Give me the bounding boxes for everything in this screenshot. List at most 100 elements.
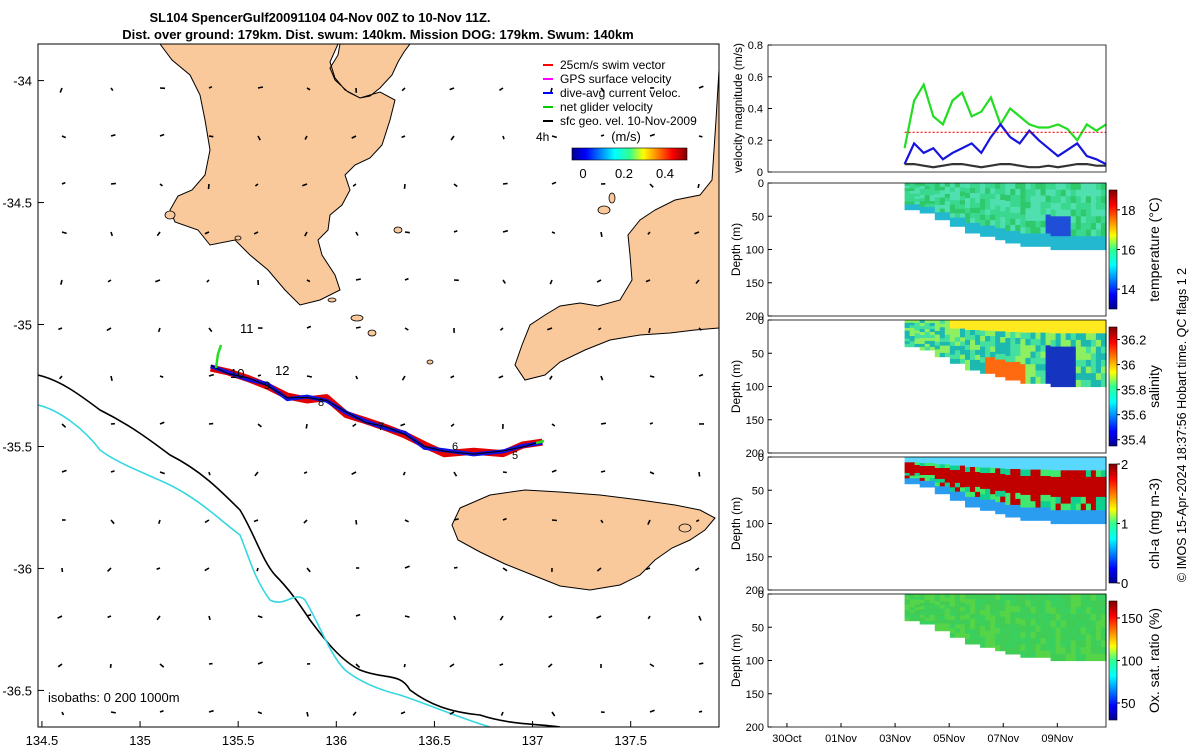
section-cell xyxy=(1101,379,1107,388)
section-cell xyxy=(949,213,956,219)
section-cell xyxy=(1101,647,1107,655)
section-cell xyxy=(1070,379,1077,388)
section-cell xyxy=(1080,222,1087,231)
section-cell xyxy=(975,476,981,483)
vector-arrow xyxy=(257,615,263,619)
section-cell xyxy=(1045,619,1052,627)
section-cell xyxy=(1095,183,1102,191)
section-cell xyxy=(919,477,926,482)
section-cell xyxy=(1095,510,1102,518)
section-cell xyxy=(1010,510,1016,518)
section-cell xyxy=(949,187,956,193)
section-cell xyxy=(1040,482,1047,490)
section-cell xyxy=(1005,349,1011,357)
section-cell xyxy=(1025,339,1031,346)
section-cell xyxy=(1000,320,1006,327)
section-cell xyxy=(960,191,966,197)
section-cell xyxy=(1000,370,1006,378)
section-cell xyxy=(1101,510,1107,518)
section-cell xyxy=(1015,469,1021,476)
section-cell xyxy=(1040,189,1047,197)
vector-arrow xyxy=(109,663,112,669)
section-cell xyxy=(1010,189,1016,196)
section-cell xyxy=(1101,202,1107,211)
section-cell xyxy=(924,606,931,610)
section-ytick-label: 150 xyxy=(746,415,764,427)
section-cell xyxy=(1101,222,1107,231)
map-ytick-label: -36.5 xyxy=(2,683,32,698)
section-cell xyxy=(1030,457,1037,464)
section-cell xyxy=(980,336,986,342)
section-cell xyxy=(1030,326,1037,334)
section-cell xyxy=(1045,339,1052,346)
vector-arrow xyxy=(698,710,703,713)
map-panel: 11 10 12 9 8 7 6 5 25cm/s swim vector GP… xyxy=(2,43,720,748)
section-cell xyxy=(1015,183,1021,190)
section-cell xyxy=(1090,346,1097,354)
section-cell xyxy=(1090,457,1097,465)
section-cell xyxy=(975,212,981,219)
section-cell xyxy=(1101,594,1107,602)
vector-arrow xyxy=(110,87,114,92)
velocity-ytick-label: 0 xyxy=(757,167,763,179)
section-cell xyxy=(1035,494,1042,502)
section-cell xyxy=(995,616,1001,623)
section-cell xyxy=(965,183,971,189)
section-cell xyxy=(939,349,946,354)
vector-arrow xyxy=(303,519,308,524)
section-cell xyxy=(975,496,981,503)
section-cell xyxy=(1030,606,1037,614)
section-cell xyxy=(1000,502,1006,509)
vector-arrow xyxy=(355,613,361,617)
section-cell xyxy=(965,227,971,234)
section-cell xyxy=(1010,498,1016,506)
section-cell xyxy=(1065,483,1072,491)
section-cell xyxy=(1010,361,1016,369)
velocity-ylabel: velocity magnitude (m/s) xyxy=(731,43,745,173)
section-cell xyxy=(970,227,976,234)
section-cell xyxy=(965,354,971,361)
section-cell xyxy=(934,352,941,358)
section-cell xyxy=(944,464,951,469)
section-cell xyxy=(914,204,921,208)
section-cell xyxy=(1030,482,1037,490)
section-cell xyxy=(1075,620,1082,628)
section-cell xyxy=(1070,483,1077,491)
section-cell xyxy=(985,362,991,369)
section-cell xyxy=(1075,359,1082,368)
vector-arrow xyxy=(697,183,700,189)
section-cell xyxy=(919,195,926,199)
section-cell xyxy=(1050,339,1057,348)
section-cell xyxy=(1035,507,1042,515)
section-cell xyxy=(1010,504,1016,512)
vector-arrow xyxy=(351,471,357,476)
section-ytick-label: 0 xyxy=(758,315,764,327)
section-cell xyxy=(1005,498,1011,506)
section-cell xyxy=(919,480,926,485)
section-cblabel: Ox. sat. ratio (%) xyxy=(1146,608,1162,713)
section-cell xyxy=(924,603,931,607)
section-cell xyxy=(919,198,926,202)
section-cell xyxy=(1045,501,1052,509)
section-cell xyxy=(924,189,931,193)
section-cell xyxy=(1045,345,1052,353)
section-cell xyxy=(944,197,951,202)
section-cell xyxy=(975,330,981,336)
section-cell xyxy=(985,220,991,227)
section-cell xyxy=(939,475,946,480)
section-cell xyxy=(960,632,966,638)
section-cell xyxy=(914,475,921,479)
section-cell xyxy=(919,346,926,351)
section-cell xyxy=(1030,214,1037,222)
section-cell xyxy=(1090,242,1097,251)
section-cell xyxy=(960,196,966,201)
section-cell xyxy=(1065,242,1072,251)
section-cell xyxy=(1005,623,1011,631)
section-cell xyxy=(965,207,971,214)
section-cell xyxy=(1065,647,1072,655)
map-x-axis: 134.5 135 135.5 136 136.5 137 137.5 xyxy=(26,721,647,748)
section-cell xyxy=(1070,242,1077,251)
section-cell xyxy=(934,215,941,221)
section-cell xyxy=(1020,507,1026,515)
vector-arrow xyxy=(450,135,455,141)
